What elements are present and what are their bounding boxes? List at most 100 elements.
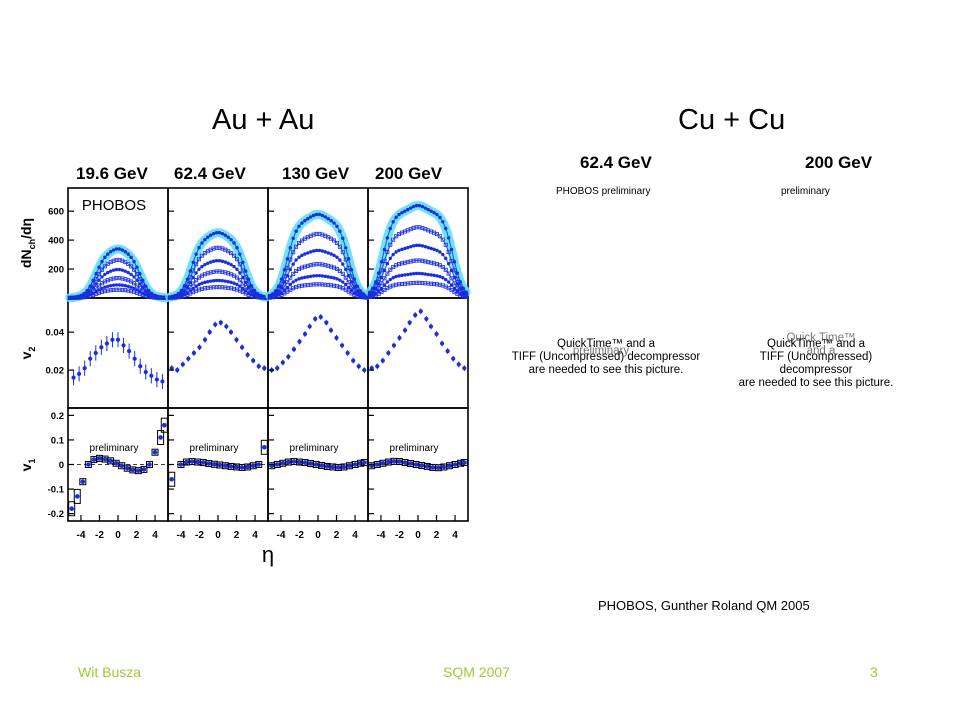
v2-point — [451, 356, 456, 361]
dndeta-marker — [211, 259, 216, 263]
dndeta-marker — [320, 213, 325, 218]
dndeta-marker — [100, 259, 104, 264]
v1-point — [200, 460, 206, 465]
dndeta-marker — [423, 244, 427, 249]
dndeta-marker — [309, 215, 313, 219]
v1-point — [184, 459, 189, 465]
dndeta-marker — [400, 273, 404, 278]
v2-point — [132, 356, 137, 361]
dndeta-marker — [235, 282, 239, 287]
dndeta-marker — [340, 271, 345, 276]
dndeta-marker — [188, 269, 192, 273]
dndeta-marker — [134, 272, 139, 277]
v1-point — [286, 459, 291, 465]
dndeta-marker — [449, 283, 454, 287]
x-axis-label: η — [262, 542, 274, 567]
v1-point — [461, 460, 467, 465]
v2-point — [207, 330, 212, 335]
dndeta-marker — [237, 262, 242, 267]
placeholder-line: are needed to see this picture. — [738, 377, 894, 389]
dndeta-marker — [291, 262, 295, 266]
quicktime-placeholder-right: QuickTime™ and a TIFF (Uncompressed) dec… — [725, 338, 907, 390]
dndeta-marker — [285, 285, 290, 290]
dndeta-marker — [291, 250, 296, 255]
dndeta-marker — [199, 253, 204, 258]
v2-point — [71, 375, 76, 380]
v1-point — [69, 506, 75, 512]
dndeta-marker — [432, 247, 436, 252]
v2-point — [180, 362, 185, 367]
v2-point — [397, 335, 402, 340]
dndeta-marker — [297, 277, 301, 281]
dndeta-marker — [235, 245, 239, 250]
dndeta-marker — [238, 284, 242, 288]
dndeta-marker — [309, 250, 313, 254]
dndeta-marker — [191, 268, 196, 273]
dndeta-marker — [120, 248, 125, 252]
dndeta-marker — [326, 275, 330, 279]
dndeta-marker — [364, 295, 369, 300]
dndeta-marker — [282, 288, 287, 293]
dndeta-marker — [209, 279, 213, 283]
v1-point — [245, 464, 250, 470]
dndeta-marker — [432, 273, 436, 278]
dndeta-marker — [323, 274, 327, 279]
dndeta-marker — [440, 265, 445, 270]
x-tick-label: 4 — [452, 530, 458, 541]
v1-point — [141, 467, 147, 472]
dndeta-marker — [91, 278, 95, 283]
dndeta-marker — [426, 272, 430, 277]
dndeta-marker — [346, 285, 351, 290]
dndeta-marker — [438, 274, 442, 279]
dndeta-marker — [203, 237, 207, 242]
dndeta-marker — [443, 267, 448, 272]
dndeta-marker — [103, 285, 107, 289]
dndeta-marker — [232, 253, 237, 258]
preliminary-label: preliminary — [390, 443, 439, 454]
v1-point — [228, 464, 234, 469]
dndeta-marker — [379, 290, 384, 295]
dndeta-marker — [335, 224, 339, 229]
dndeta-marker — [97, 278, 101, 282]
dndeta-marker — [309, 274, 313, 279]
x-tick-label: -2 — [395, 530, 404, 541]
dndeta-marker — [288, 257, 293, 262]
v1-point — [80, 479, 86, 484]
v2-point — [262, 366, 267, 371]
x-tick-label: -2 — [95, 530, 104, 541]
energy-label-cu-2: 200 GeV — [805, 153, 873, 172]
dndeta-marker — [411, 244, 416, 248]
dndeta-marker — [382, 258, 387, 263]
panel-frame — [167, 297, 269, 409]
dndeta-marker — [117, 247, 122, 251]
dndeta-marker — [126, 252, 130, 256]
v2-point — [245, 352, 250, 357]
energy-label-au-4: 200 GeV — [375, 164, 443, 183]
dndeta-marker — [123, 250, 127, 254]
dndeta-marker — [288, 275, 293, 280]
dndeta-marker — [185, 277, 190, 281]
dndeta-marker — [200, 241, 204, 245]
dndeta-marker — [314, 273, 319, 278]
dndeta-marker — [291, 236, 295, 241]
v2-point — [462, 366, 467, 371]
dndeta-marker — [206, 235, 210, 239]
dndeta-marker — [191, 260, 195, 264]
v2-point — [351, 358, 356, 363]
dndeta-marker — [349, 288, 354, 293]
dndeta-marker — [285, 274, 290, 278]
v2-point — [375, 364, 380, 369]
v1-systematic-box — [160, 417, 168, 433]
dndeta-marker — [229, 251, 234, 256]
dndeta-marker — [388, 226, 392, 231]
dndeta-marker — [385, 249, 390, 254]
dndeta-marker — [317, 273, 322, 278]
dndeta-marker — [394, 250, 398, 254]
dndeta-marker — [203, 262, 207, 267]
v1-point — [419, 463, 425, 468]
v1-point — [341, 464, 347, 470]
dndeta-marker — [191, 286, 195, 291]
dndeta-marker — [443, 242, 448, 247]
dndeta-marker — [297, 240, 302, 245]
dndeta-marker — [238, 271, 242, 275]
